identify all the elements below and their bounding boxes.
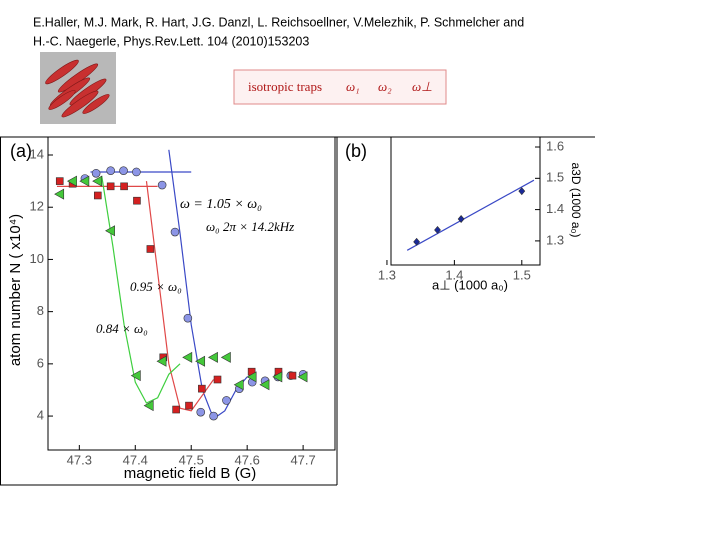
x-tick-label: 47.6 xyxy=(235,452,260,467)
data-point xyxy=(54,188,65,200)
x-tick-label: 47.7 xyxy=(290,452,315,467)
y-tick-label: 4 xyxy=(37,408,44,423)
data-point xyxy=(220,351,231,363)
data-point xyxy=(143,400,154,412)
fit-line xyxy=(101,175,181,404)
data-point xyxy=(106,166,115,175)
trap-box xyxy=(233,69,447,105)
data-point xyxy=(198,384,206,393)
data-point xyxy=(233,379,244,391)
data-point xyxy=(92,175,103,187)
data-point xyxy=(213,375,222,384)
data-point xyxy=(413,237,421,246)
data-point xyxy=(130,370,141,382)
data-point xyxy=(246,371,257,383)
data-point xyxy=(434,225,441,234)
data-point xyxy=(66,175,77,187)
data-point xyxy=(183,313,193,323)
data-point xyxy=(106,182,115,191)
data-point xyxy=(288,371,297,380)
trap-illustration xyxy=(40,52,116,124)
fit-line xyxy=(145,181,215,412)
data-point xyxy=(119,166,128,175)
x-tick-label: 1.3 xyxy=(378,267,396,282)
data-point xyxy=(170,227,180,237)
annotation: ω = 1.05 × ω₀ xyxy=(180,197,262,212)
data-point xyxy=(156,355,167,367)
trap-label: isotropic traps xyxy=(248,79,322,94)
x-tick-label: 47.3 xyxy=(67,452,92,467)
plot-frame xyxy=(390,136,541,266)
panel-label: (a) xyxy=(10,141,32,161)
x-axis-label: magnetic field B (G) xyxy=(124,465,257,482)
data-point xyxy=(209,411,218,421)
data-point xyxy=(55,177,64,185)
fit-line xyxy=(406,179,535,251)
data-point xyxy=(133,196,141,205)
trap-symbol: ω₁ xyxy=(346,79,360,94)
data-point xyxy=(93,191,102,200)
annotation: 0.84 × ω₀ xyxy=(96,321,148,336)
data-point xyxy=(91,168,101,178)
data-point xyxy=(79,175,90,187)
data-point xyxy=(105,225,115,237)
data-point xyxy=(120,182,128,191)
y-tick-label: 1.3 xyxy=(546,232,564,247)
x-tick-label: 1.5 xyxy=(513,267,531,282)
data-point xyxy=(132,167,141,177)
annotation: 0.95 × ω₀ xyxy=(130,279,182,294)
data-point xyxy=(457,215,465,223)
x-tick-label: 47.4 xyxy=(123,452,148,467)
y-tick-label: 14 xyxy=(30,146,44,161)
data-point xyxy=(259,379,270,391)
data-point xyxy=(272,371,283,383)
data-point xyxy=(207,351,218,363)
trap-symbol: ω⊥ xyxy=(412,79,433,94)
citation-line: H.-C. Naegerle, Phys.Rev.Lett. 104 (2010… xyxy=(33,34,309,48)
y-axis-label: atom number N ( x10⁴) xyxy=(7,214,24,366)
y-tick-label: 12 xyxy=(30,199,44,214)
y-tick-label: 1.5 xyxy=(546,170,564,185)
data-point xyxy=(157,180,167,190)
data-point xyxy=(195,355,206,367)
y-axis-label: a3D (1000 a₀) xyxy=(569,162,583,237)
citation-line: E.Haller, M.J. Mark, R. Hart, J.G. Danzl… xyxy=(33,15,524,29)
data-point xyxy=(146,245,155,253)
x-axis-label: a⊥ (1000 a₀) xyxy=(432,277,508,292)
y-tick-label: 1.6 xyxy=(546,138,564,153)
y-tick-label: 6 xyxy=(37,355,44,370)
y-tick-label: 8 xyxy=(37,303,44,318)
annotation: ω₀ 2π × 14.2kHz xyxy=(206,219,294,234)
panel-label: (b) xyxy=(345,141,367,161)
x-tick-label: 1.4 xyxy=(445,267,463,282)
data-point xyxy=(182,351,193,363)
x-tick-label: 47.5 xyxy=(179,452,204,467)
fit-line xyxy=(168,149,248,420)
data-point xyxy=(222,396,231,405)
data-point xyxy=(172,405,180,414)
data-point xyxy=(518,187,526,196)
y-tick-label: 1.4 xyxy=(546,201,564,216)
data-point xyxy=(185,401,193,410)
y-tick-label: 10 xyxy=(30,251,44,266)
data-point xyxy=(297,371,308,383)
trap-symbol: ω₂ xyxy=(378,79,392,94)
data-point xyxy=(196,407,206,417)
